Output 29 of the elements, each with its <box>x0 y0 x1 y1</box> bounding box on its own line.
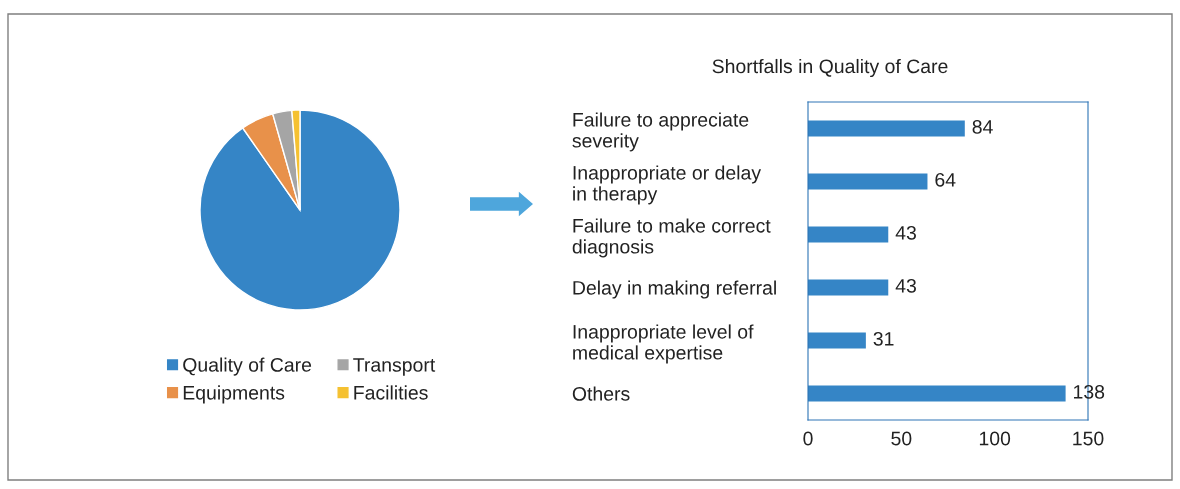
data-label: 64 <box>935 172 956 187</box>
data-label: 43 <box>895 225 916 240</box>
bar <box>808 120 965 137</box>
y-tick-label: Others <box>572 386 630 401</box>
bar <box>808 173 928 190</box>
bar <box>808 385 1066 402</box>
data-label: 43 <box>895 278 916 293</box>
y-tick-label: Failure to make correct diagnosis <box>572 218 771 258</box>
bar <box>808 226 889 243</box>
y-tick-label: Inappropriate level of medical expertise <box>573 324 754 364</box>
bar <box>808 279 889 296</box>
data-label: 31 <box>873 331 894 346</box>
pie-slice <box>199 109 401 311</box>
legend-label: Transport <box>353 358 436 376</box>
data-label: 84 <box>972 119 993 134</box>
y-tick-label: Failure to appreciate severity <box>572 112 749 152</box>
x-tick-label: 100 <box>979 431 1011 446</box>
y-tick-label: Delay in making referral <box>573 280 776 299</box>
x-tick-label: 0 <box>803 431 813 446</box>
y-tick-label: Inappropriate or delay in therapy <box>573 165 762 205</box>
legend-label: Facilities <box>354 385 428 400</box>
chart-title: Shortfalls in Quality of Care <box>712 58 948 78</box>
pie-slice <box>242 113 301 211</box>
legend-label: Quality of Care <box>183 357 312 376</box>
bar <box>808 332 866 349</box>
legend-label: Equipments <box>183 385 285 404</box>
data-label: 138 <box>1074 384 1105 399</box>
x-tick-label: 50 <box>891 431 912 446</box>
x-tick-label: 150 <box>1073 431 1104 446</box>
